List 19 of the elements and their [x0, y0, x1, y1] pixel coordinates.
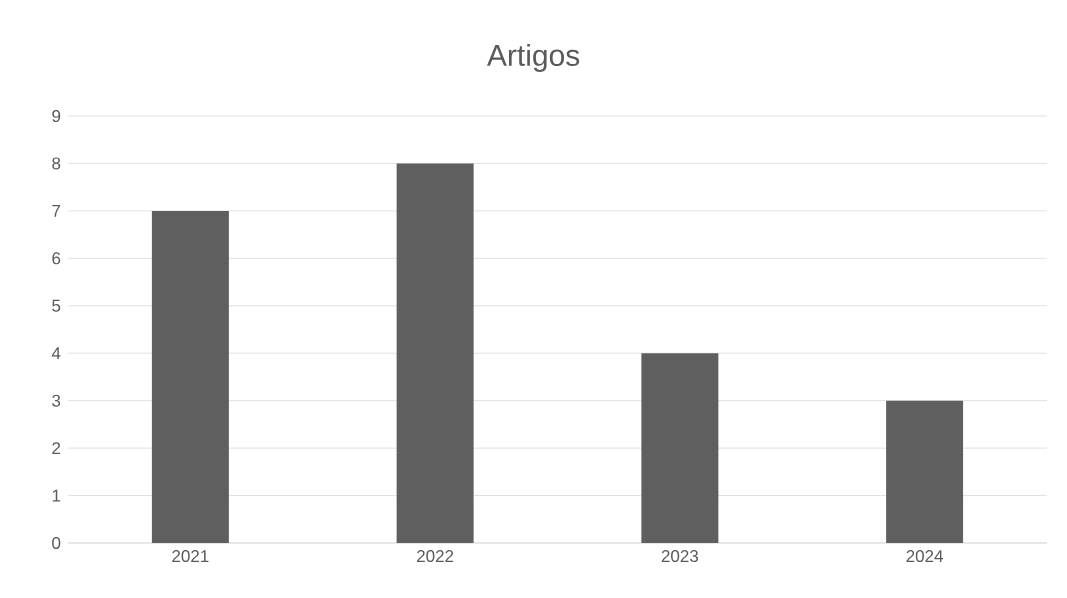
bar — [641, 353, 719, 543]
bar — [396, 163, 474, 543]
y-tick-label: 3 — [52, 394, 61, 407]
bar — [886, 400, 964, 543]
x-tick-label: 2021 — [172, 550, 209, 563]
y-tick-label: 8 — [52, 157, 61, 170]
bar — [151, 210, 229, 543]
y-tick-label: 0 — [52, 536, 61, 549]
y-tick-label: 5 — [52, 299, 61, 312]
x-tick-label: 2024 — [906, 550, 944, 563]
y-tick-label: 6 — [52, 252, 61, 265]
y-tick-label: 2 — [52, 442, 61, 455]
y-tick-label: 4 — [51, 347, 61, 360]
x-tick-label: 2022 — [417, 550, 454, 563]
y-tick-label: 9 — [52, 110, 61, 123]
chart-title: Artigos — [486, 44, 580, 72]
x-tick-label: 2023 — [661, 550, 699, 563]
y-tick-label: 7 — [52, 205, 61, 217]
y-tick-label: 1 — [52, 489, 61, 502]
